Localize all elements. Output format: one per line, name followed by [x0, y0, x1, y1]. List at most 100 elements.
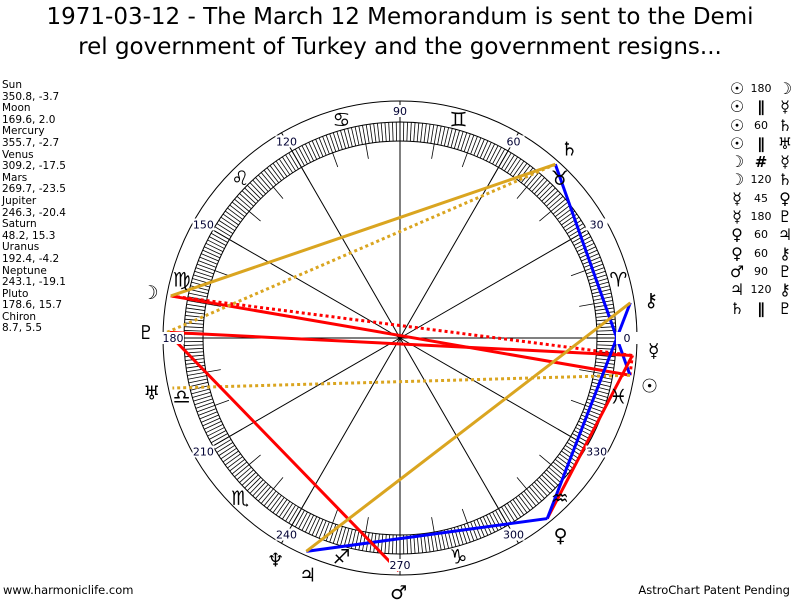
- degree-tick: [207, 427, 225, 437]
- degree-tick: [516, 172, 540, 199]
- degree-tick: [586, 401, 605, 409]
- aspect-planet-1-glyph: ☽: [729, 152, 745, 172]
- degree-tick: [278, 501, 291, 518]
- degree-tick: [199, 411, 218, 420]
- degree-tick: [340, 130, 347, 149]
- aspect-planet-2-glyph: ♇: [777, 261, 793, 281]
- degree-tick: [583, 260, 602, 268]
- degree-tick: [187, 375, 207, 380]
- degree-label-backing: [616, 332, 638, 344]
- degree-tick: [225, 210, 241, 223]
- aspect-planet-1-glyph: ♀: [731, 243, 743, 263]
- degree-tick: [509, 158, 522, 175]
- aspect-line-4: [170, 294, 633, 357]
- degree-label-backing: [275, 528, 298, 541]
- degree-tick: [191, 388, 210, 395]
- degree-tick: [520, 492, 534, 509]
- planet-mercury-icon: ☿: [648, 340, 660, 362]
- aspect-planet-1-glyph: ☿: [732, 188, 742, 208]
- degree-tick: [220, 447, 237, 460]
- degree-tick: [548, 195, 564, 210]
- degree-tick: [534, 179, 548, 195]
- planet-name-mars: Mars: [2, 171, 28, 184]
- degree-tick: [204, 246, 222, 256]
- aspect-planet-2-glyph: ⚷: [779, 243, 791, 263]
- degree-tick: [275, 499, 288, 516]
- degree-tick: [420, 123, 423, 143]
- zodiac-sign-2-icon: ♊: [450, 108, 468, 132]
- degree-tick: [336, 526, 343, 545]
- degree-label-120: 120: [276, 135, 297, 148]
- radial-line-210: [194, 337, 401, 457]
- degree-tick: [227, 456, 243, 469]
- degree-tick: [315, 519, 324, 537]
- degree-tick: [308, 516, 318, 534]
- aspect-planet-2-glyph: ♀: [779, 188, 791, 208]
- degree-tick: [202, 249, 221, 259]
- degree-tick: [214, 439, 232, 450]
- degree-label-backing: [192, 445, 215, 458]
- degree-tick: [185, 311, 205, 315]
- degree-tick: [205, 242, 224, 253]
- degree-tick: [489, 513, 499, 531]
- degree-tick: [581, 253, 599, 262]
- aspect-planet-1-glyph: ♄: [729, 298, 745, 318]
- degree-tick: [190, 385, 209, 391]
- degree-tick: [252, 179, 266, 195]
- degree-tick: [322, 136, 330, 155]
- degree-tick: [365, 124, 370, 144]
- degree-tick: [463, 524, 471, 543]
- degree-tick: [196, 263, 230, 277]
- degree-tick: [531, 177, 545, 192]
- degree-tick: [325, 134, 339, 168]
- degree-tick: [236, 195, 252, 210]
- degree-tick: [563, 216, 580, 229]
- degree-tick: [358, 125, 363, 145]
- degree-tick: [260, 477, 284, 504]
- zodiac-sign-7-icon: ♏: [231, 486, 249, 510]
- zodiac-sign-9-icon: ♑: [450, 544, 468, 568]
- degree-tick: [210, 232, 228, 243]
- degree-tick: [202, 417, 221, 427]
- degree-tick: [460, 525, 468, 544]
- aspect-row: ☉ 180 ☽: [727, 79, 795, 98]
- planet-position-neptune: 243.1, -19.1: [2, 276, 66, 289]
- aspect-list: ☉ 180 ☽ ☉ ∥ ☿ ☉ 60 ♄ ☉ ∥ ♅ ☽ # ☿ ☽ 120 ♄ ☿ 45 ♀ ☿ 180 ♇ ♀ 60 ♃ ♀ 60 ⚷…: [727, 79, 795, 318]
- degree-tick: [209, 430, 227, 440]
- planet-mars-icon: ♂: [390, 582, 407, 600]
- radial-line-300: [399, 337, 519, 544]
- planet-position-saturn: 48.2, 15.3: [2, 229, 56, 242]
- degree-tick: [318, 520, 327, 539]
- aspect-row: ♀ 60 ⚷: [727, 243, 795, 263]
- degree-tick: [528, 486, 543, 502]
- degree-tick: [189, 289, 209, 295]
- degree-tick: [311, 140, 321, 159]
- degree-tick: [457, 131, 464, 150]
- degree-tick: [485, 514, 496, 533]
- aspect-type: 60: [754, 228, 768, 242]
- degree-tick: [539, 454, 566, 478]
- degree-tick: [210, 433, 228, 444]
- degree-tick: [473, 137, 482, 156]
- degree-tick: [193, 395, 212, 402]
- aspect-planet-2-glyph: ☽: [777, 79, 793, 98]
- aspect-planet-1-glyph: ☉: [729, 79, 745, 98]
- degree-tick: [246, 184, 261, 199]
- degree-tick: [591, 381, 611, 387]
- degree-tick: [587, 398, 606, 406]
- degree-label-30: 30: [590, 219, 604, 232]
- degree-tick: [244, 474, 259, 489]
- aspect-planet-2-glyph: ♅: [777, 133, 793, 153]
- degree-tick: [565, 220, 582, 232]
- degree-tick: [534, 481, 548, 497]
- degree-tick: [294, 510, 305, 528]
- aspect-row: ☽ # ☿: [727, 152, 795, 172]
- zodiac-sign-8-icon: ♐: [333, 544, 351, 568]
- degree-tick: [561, 450, 578, 463]
- degree-tick: [340, 527, 347, 546]
- planet-position-uranus: 192.4, -4.2: [2, 252, 60, 265]
- aspect-planet-2-glyph: ♇: [777, 207, 793, 227]
- radial-line-150: [194, 219, 401, 339]
- degree-label-backing: [502, 528, 525, 541]
- degree-tick: [583, 408, 602, 416]
